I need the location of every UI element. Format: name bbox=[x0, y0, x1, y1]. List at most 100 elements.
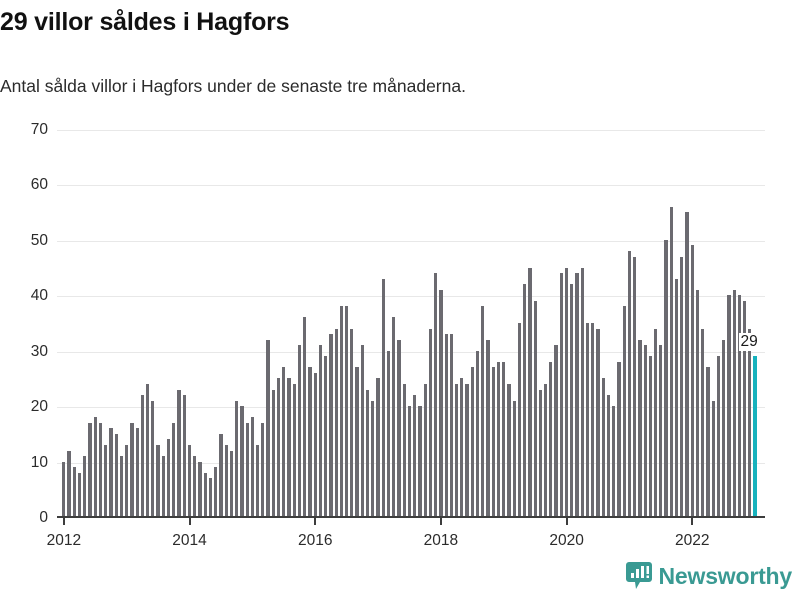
bar[interactable] bbox=[303, 317, 307, 517]
bar[interactable] bbox=[481, 306, 485, 517]
bar[interactable] bbox=[266, 339, 270, 517]
bar[interactable] bbox=[732, 289, 736, 517]
bar[interactable] bbox=[187, 444, 192, 517]
bar[interactable] bbox=[318, 345, 323, 517]
bar[interactable] bbox=[324, 356, 328, 517]
bar[interactable] bbox=[130, 422, 134, 517]
bar[interactable] bbox=[297, 345, 302, 517]
bar[interactable] bbox=[172, 422, 176, 517]
newsworthy-logo[interactable]: Newsworthy bbox=[625, 562, 792, 590]
bar[interactable] bbox=[119, 456, 124, 517]
bar[interactable] bbox=[413, 395, 417, 517]
bar[interactable] bbox=[669, 206, 673, 517]
bar[interactable] bbox=[496, 361, 501, 517]
bar[interactable] bbox=[638, 339, 642, 517]
bar[interactable] bbox=[355, 367, 359, 517]
bar[interactable] bbox=[486, 339, 490, 517]
bar[interactable] bbox=[580, 267, 584, 517]
bar[interactable] bbox=[538, 389, 542, 517]
bar[interactable] bbox=[737, 295, 741, 517]
bar-highlighted[interactable] bbox=[753, 356, 757, 517]
bar[interactable] bbox=[470, 367, 474, 517]
bar[interactable] bbox=[664, 239, 668, 517]
bar[interactable] bbox=[219, 433, 223, 517]
bar[interactable] bbox=[109, 428, 113, 517]
bar[interactable] bbox=[345, 306, 349, 517]
bar[interactable] bbox=[72, 467, 76, 517]
bar[interactable] bbox=[166, 439, 171, 517]
bar[interactable] bbox=[177, 389, 181, 517]
bar[interactable] bbox=[77, 472, 82, 517]
bar[interactable] bbox=[695, 289, 700, 517]
bar[interactable] bbox=[371, 400, 375, 517]
bar[interactable] bbox=[465, 383, 469, 517]
bar[interactable] bbox=[161, 456, 165, 517]
bar[interactable] bbox=[308, 367, 312, 517]
bar[interactable] bbox=[722, 339, 726, 517]
bar[interactable] bbox=[748, 328, 752, 517]
bar[interactable] bbox=[528, 267, 532, 517]
bar[interactable] bbox=[329, 334, 333, 517]
bar[interactable] bbox=[564, 267, 569, 517]
bar[interactable] bbox=[743, 300, 747, 517]
bar[interactable] bbox=[428, 328, 433, 517]
bar[interactable] bbox=[454, 383, 459, 517]
bar[interactable] bbox=[685, 212, 689, 517]
bar[interactable] bbox=[711, 400, 715, 517]
bar[interactable] bbox=[554, 345, 558, 517]
bar[interactable] bbox=[559, 273, 563, 517]
bar[interactable] bbox=[255, 444, 260, 517]
bar[interactable] bbox=[460, 378, 464, 517]
bar[interactable] bbox=[83, 456, 87, 517]
bar[interactable] bbox=[690, 245, 694, 517]
bar[interactable] bbox=[475, 350, 480, 517]
bar[interactable] bbox=[402, 383, 406, 517]
bar[interactable] bbox=[313, 372, 317, 517]
bar[interactable] bbox=[93, 417, 97, 517]
bar[interactable] bbox=[229, 450, 234, 517]
bar[interactable] bbox=[701, 328, 705, 517]
bar[interactable] bbox=[235, 400, 239, 517]
bar[interactable] bbox=[261, 422, 265, 517]
bar[interactable] bbox=[203, 472, 207, 517]
bar[interactable] bbox=[544, 383, 548, 517]
bar[interactable] bbox=[407, 406, 412, 517]
bar[interactable] bbox=[716, 356, 721, 517]
bar[interactable] bbox=[596, 328, 600, 517]
bar[interactable] bbox=[140, 395, 145, 517]
bar[interactable] bbox=[365, 389, 370, 517]
bar[interactable] bbox=[334, 328, 338, 517]
bar[interactable] bbox=[575, 273, 579, 517]
bar[interactable] bbox=[648, 356, 652, 517]
bar[interactable] bbox=[680, 256, 684, 517]
bar[interactable] bbox=[287, 378, 291, 517]
bar[interactable] bbox=[62, 461, 66, 517]
bar[interactable] bbox=[114, 433, 118, 517]
bar[interactable] bbox=[392, 317, 396, 517]
bar[interactable] bbox=[434, 273, 438, 517]
bar[interactable] bbox=[643, 345, 647, 517]
bar[interactable] bbox=[397, 339, 401, 517]
bar[interactable] bbox=[182, 395, 186, 517]
bar[interactable] bbox=[512, 400, 516, 517]
bar[interactable] bbox=[612, 406, 616, 517]
bar[interactable] bbox=[517, 323, 522, 517]
bar[interactable] bbox=[659, 345, 663, 517]
bar[interactable] bbox=[156, 444, 160, 517]
bar[interactable] bbox=[706, 367, 710, 517]
bar[interactable] bbox=[502, 361, 506, 517]
bar[interactable] bbox=[98, 422, 103, 517]
bar[interactable] bbox=[292, 383, 296, 517]
bar[interactable] bbox=[491, 367, 495, 517]
bar[interactable] bbox=[250, 417, 254, 517]
bar[interactable] bbox=[533, 300, 537, 517]
bar[interactable] bbox=[627, 250, 632, 517]
bar[interactable] bbox=[727, 295, 731, 517]
bar[interactable] bbox=[617, 361, 621, 517]
bar[interactable] bbox=[339, 306, 343, 517]
bar[interactable] bbox=[208, 478, 213, 517]
bar[interactable] bbox=[360, 345, 364, 517]
bar[interactable] bbox=[449, 334, 453, 517]
bar[interactable] bbox=[276, 378, 281, 517]
bar[interactable] bbox=[135, 428, 139, 517]
